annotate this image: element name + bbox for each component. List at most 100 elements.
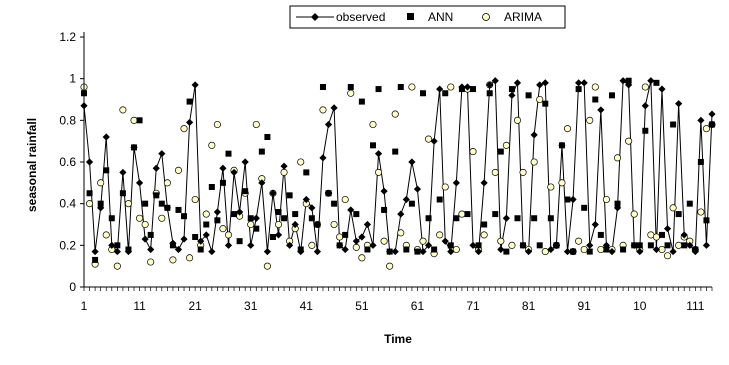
data-point-arima (519, 168, 527, 176)
data-point-observed (591, 220, 599, 229)
data-point-arima (441, 183, 449, 191)
data-point-arima (563, 125, 572, 133)
data-point-observed (452, 179, 460, 187)
data-point-arima (425, 135, 433, 143)
data-point-arima (97, 179, 105, 187)
data-point-arima (191, 195, 199, 204)
data-point-observed (363, 220, 372, 229)
data-point-observed (108, 241, 116, 249)
x-tick-label: 11 (133, 299, 146, 313)
data-point-arima (297, 158, 305, 166)
data-point-arima (652, 233, 660, 241)
x-tick-label: 10 (633, 299, 647, 313)
data-point-observed (413, 185, 422, 193)
data-point-ann (464, 211, 471, 218)
data-point-ann (447, 242, 454, 249)
data-point-ann (147, 231, 154, 238)
data-point-observed (247, 241, 255, 249)
x-tick-label: 61 (411, 299, 425, 313)
data-point-observed (336, 241, 344, 249)
data-point-ann (709, 121, 715, 128)
data-point-ann (281, 215, 288, 222)
series-layer (80, 77, 716, 270)
data-point-ann (158, 200, 165, 207)
data-point-ann (436, 196, 443, 203)
data-point-ann (625, 77, 632, 84)
data-point-observed (536, 81, 544, 89)
data-point-arima (480, 231, 488, 239)
data-point-arima (497, 237, 505, 245)
data-point-arima (252, 120, 260, 129)
data-point-ann (670, 121, 677, 128)
data-point-arima (274, 220, 283, 229)
data-point-arima (513, 116, 522, 124)
data-point-ann (486, 90, 493, 97)
data-point-observed (436, 85, 444, 93)
data-point-observed (291, 220, 299, 229)
data-point-ann (408, 200, 415, 207)
data-point-ann (570, 248, 577, 255)
data-point-arima (147, 258, 155, 266)
data-point-arima (158, 214, 166, 222)
data-point-ann (514, 215, 521, 222)
data-point-ann (531, 215, 538, 222)
data-point-observed (319, 154, 327, 162)
data-point-observed (441, 237, 449, 245)
data-point-arima (541, 248, 549, 256)
data-point-arima (591, 83, 599, 91)
data-point-observed (641, 102, 649, 110)
data-point-observed (619, 77, 627, 85)
data-point-ann (214, 217, 221, 224)
data-point-ann (375, 86, 382, 93)
y-tick-label: 0 (69, 280, 76, 294)
data-point-arima (336, 233, 344, 241)
data-point-arima (208, 141, 216, 149)
legend-marker-ann (407, 13, 414, 20)
data-point-observed (213, 208, 221, 216)
data-point-observed (286, 241, 294, 249)
data-point-ann (181, 213, 188, 220)
legend-item-ann: ANN (407, 10, 453, 24)
data-point-arima (374, 168, 383, 176)
data-point-observed (708, 110, 716, 118)
data-point-ann (697, 159, 704, 165)
data-point-observed (697, 116, 705, 124)
data-point-observed (269, 189, 277, 197)
data-point-observed (219, 164, 227, 172)
data-point-arima (391, 110, 399, 118)
data-point-ann (453, 215, 460, 222)
data-point-arima (163, 179, 171, 187)
data-point-observed (158, 150, 166, 158)
legend: observed ANN ARIMA (289, 5, 566, 29)
data-point-observed (263, 247, 271, 256)
data-point-arima (369, 120, 377, 129)
data-point-observed (119, 168, 127, 177)
data-point-observed (224, 241, 233, 249)
data-point-arima (347, 89, 355, 97)
data-point-observed (525, 247, 533, 256)
data-point-observed (280, 162, 288, 170)
data-point-observed (85, 158, 94, 166)
data-point-ann (153, 192, 160, 199)
data-point-arima (530, 158, 538, 166)
data-point-arima (630, 210, 638, 218)
data-point-observed (252, 214, 260, 222)
data-point-ann (236, 238, 243, 245)
data-point-observed (630, 241, 638, 249)
data-point-observed (386, 247, 394, 256)
legend-label-observed: observed (336, 10, 385, 24)
data-point-observed (313, 247, 322, 256)
data-point-ann (253, 225, 260, 232)
data-point-observed (180, 235, 188, 243)
data-point-ann (536, 242, 543, 249)
data-point-observed (447, 247, 455, 256)
data-point-ann (353, 211, 360, 218)
data-point-ann (503, 248, 510, 255)
data-point-arima (136, 214, 144, 222)
data-point-ann (425, 215, 432, 222)
data-point-ann (319, 84, 326, 90)
data-point-ann (97, 200, 104, 207)
data-point-observed (113, 247, 121, 256)
data-point-observed (541, 79, 549, 87)
data-point-arima (102, 231, 110, 239)
